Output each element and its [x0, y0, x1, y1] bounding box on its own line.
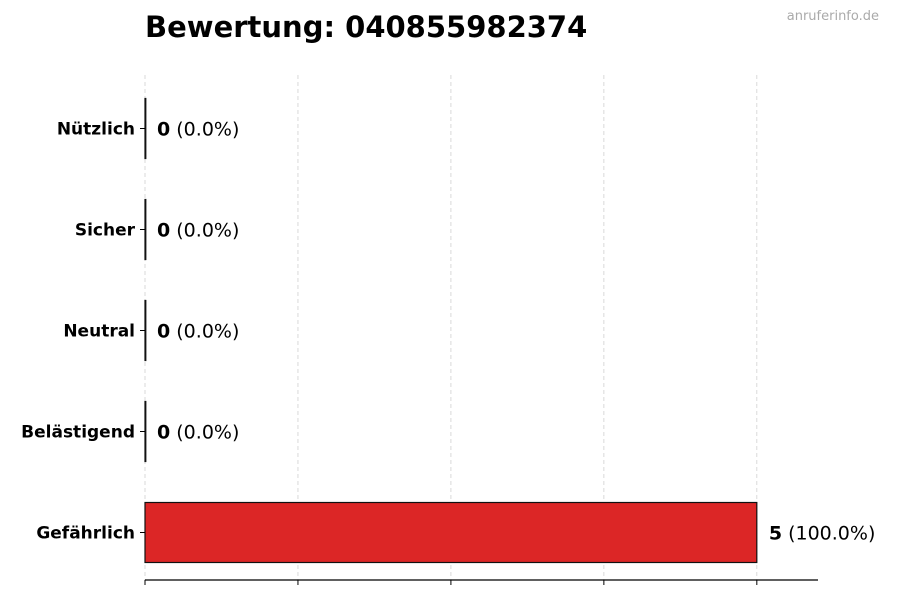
percent-label: (0.0%) [170, 321, 239, 343]
bar-nützlich [144, 97, 147, 160]
data-label: 0 (0.0%) [157, 321, 239, 343]
data-label: 0 (0.0%) [157, 422, 239, 444]
value-label: 0 [157, 321, 170, 343]
bar-neutral [144, 299, 147, 362]
bar-sicher [144, 198, 147, 261]
value-label: 0 [157, 220, 170, 242]
category-label: Gefährlich [36, 524, 135, 544]
percent-label: (0.0%) [170, 119, 239, 141]
data-label: 0 (0.0%) [157, 220, 239, 242]
data-label: 0 (0.0%) [157, 119, 239, 141]
category-label: Belästigend [21, 423, 135, 443]
value-label: 5 [769, 523, 782, 545]
value-label: 0 [157, 119, 170, 141]
percent-label: (0.0%) [170, 220, 239, 242]
category-label: Nützlich [57, 120, 135, 140]
watermark: anruferinfo.de [786, 9, 879, 24]
percent-label: (0.0%) [170, 422, 239, 444]
category-label: Sicher [75, 221, 136, 241]
chart-title: Bewertung: 040855982374 [145, 10, 588, 44]
bar-gefährlich [144, 501, 758, 564]
category-label: Neutral [63, 322, 135, 342]
percent-label: (100.0%) [782, 523, 875, 545]
bar-belästigend [144, 400, 147, 463]
data-label: 5 (100.0%) [769, 523, 876, 545]
value-label: 0 [157, 422, 170, 444]
